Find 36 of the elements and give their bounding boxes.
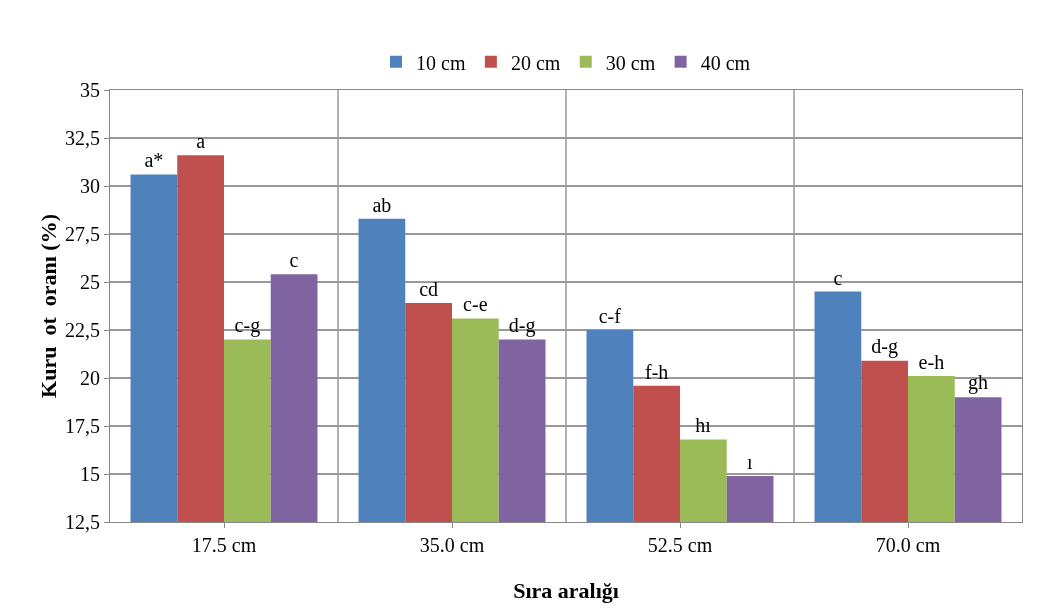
y-tick-label: 22,5 [65,319,100,341]
data-label: f-h [644,360,669,383]
data-label: a* [144,149,164,172]
y-tick-label: 15 [80,463,100,485]
x-tick-label: 17.5 cm [191,534,257,556]
x-tick-label: 35.0 cm [419,534,485,556]
legend-label: 30 cm [605,51,656,74]
data-label: hı [695,414,712,437]
x-axis-title: Sıra aralığı [513,578,619,603]
y-tick-label: 32,5 [65,127,100,149]
data-label: e-h [918,351,945,374]
legend-label: 10 cm [416,51,466,74]
y-tick-label: 25 [80,271,100,293]
data-label: d-g [871,334,898,358]
x-tick-label: 70.0 cm [875,534,941,556]
data-label: c-g [234,313,261,337]
data-label: cd [419,278,439,301]
data-label: c [833,266,843,289]
y-tick-label: 17,5 [65,415,100,437]
data-label: ı [747,450,754,473]
y-tick-label: 12,5 [65,511,100,533]
y-tick-label: 20 [80,367,100,389]
y-tick-label: 30 [80,175,100,197]
data-label: a [196,130,206,153]
legend-label: 20 cm [510,51,561,74]
legend-label: 40 cm [700,51,751,74]
data-label: d-g [508,313,536,337]
data-label: gh [968,371,989,395]
data-label: c-e [463,293,488,316]
x-tick-label: 52.5 cm [647,534,713,556]
data-label: ab [372,193,392,216]
y-tick-label: 27,5 [65,223,100,245]
y-tick-label: 35 [80,79,100,101]
data-label: c-f [598,305,622,327]
y-axis-title: Kuru ot oranı (%) [36,214,61,398]
data-label: c [289,249,299,272]
